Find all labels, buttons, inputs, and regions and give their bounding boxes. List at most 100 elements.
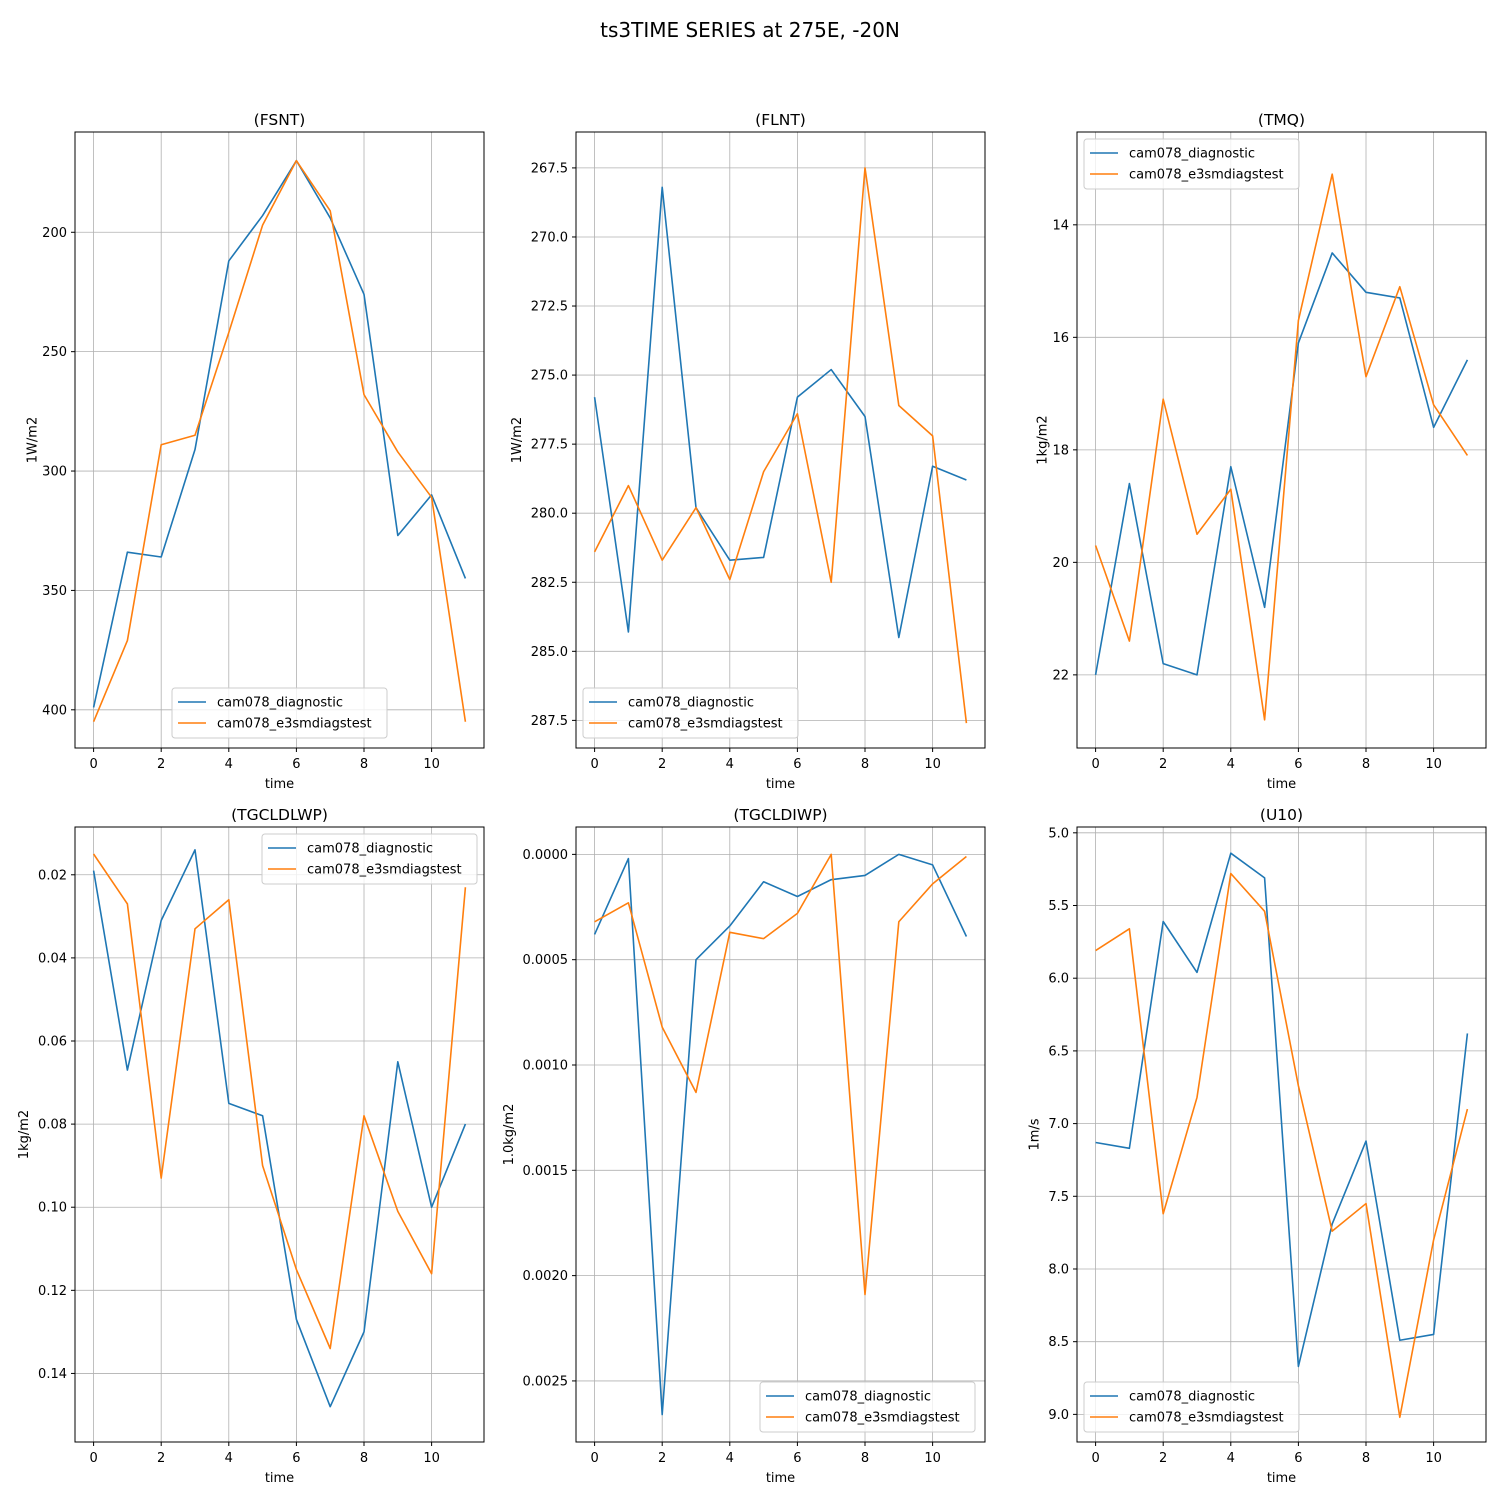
legend-box [582,687,799,739]
panel-2: 0 2 4 6 8 10 14 16 18 20 22 (TMQ) time 1kg/m2 cam078_d… [1036,111,1487,792]
legend-box [1083,138,1300,190]
axes-frame [575,131,986,749]
x-axis-label: time [766,777,795,792]
y-tick-label: 0.02 [38,868,67,883]
legend-label: cam078_diagnostic [628,696,754,711]
x-tick-label: 4 [225,757,233,772]
series-line-cam078_e3smdiagstest [1094,173,1469,721]
legend-box [759,1381,976,1433]
y-tick-label: 0.0010 [523,1058,569,1073]
y-tick-label: 0.0000 [523,848,569,863]
panel-0: 0 2 4 6 8 10 200 250 300 350 400 (FSNT) time 1W/m2 cam… [25,111,485,792]
y-tick-label: 350 [42,584,67,599]
x-tick-label: 8 [1362,757,1370,772]
legend-label: cam078_diagnostic [1129,1390,1255,1405]
legend: cam078_diagnostic cam078_e3smdiagstest [759,1381,976,1433]
series-line-cam078_diagnostic [1094,252,1469,676]
y-tick-label: 0.04 [38,951,67,966]
panel-3: 0 2 4 6 8 10 0.02 0.04 0.06 0.08 0.10 0.12 0.14 (TGCL… [17,806,485,1486]
y-tick-label: 0.08 [38,1118,67,1133]
y-tick-label: 300 [42,465,67,480]
panels: 0 2 4 6 8 10200250300350400(FSNT)time1W/m2cam… [17,111,1487,1486]
legend-label: cam078_diagnostic [805,1390,931,1405]
panel-title: (FSNT) [254,111,306,129]
figure-suptitle: ts3TIME SERIES at 275E, -20N [600,18,900,42]
legend-label: cam078_e3smdiagstest [217,717,372,732]
series-line-cam078_e3smdiagstest [594,853,967,1296]
x-axis-label: time [766,1471,795,1486]
x-tick-label: 4 [726,757,734,772]
y-tick-label: 20 [1052,556,1069,571]
y-tick-label: 7.0 [1048,1117,1069,1132]
y-tick-label: 280.0 [531,507,568,522]
y-tick-label: 6.5 [1048,1044,1069,1059]
x-tick-label: 4 [1227,1451,1235,1466]
legend: cam078_diagnostic cam078_e3smdiagstest [1083,1381,1300,1433]
axes-frame [74,131,485,749]
series-line-cam078_e3smdiagstest [593,167,968,724]
x-tick-label: 2 [157,757,165,772]
x-tick-label: 8 [1362,1451,1370,1466]
legend-box [171,687,388,739]
y-tick-label: 14 [1052,218,1069,233]
legend-label: cam078_diagnostic [217,696,343,711]
series-line-cam078_diagnostic [1095,852,1469,1368]
panel-1: 0 2 4 6 8 10 267.5 270.0 272.5 275.0 277.5 280.0 282… [510,111,986,792]
legend-box [261,833,478,885]
y-tick-label: 0.12 [38,1284,67,1299]
legend-box [1083,1381,1300,1433]
x-tick-label: 10 [423,1451,440,1466]
y-tick-label: 22 [1052,668,1069,683]
x-tick-label: 2 [658,1451,666,1466]
legend: cam078_diagnostic cam078_e3smdiagstest [261,833,478,885]
series-line-cam078_diagnostic [92,159,467,708]
axes-frame [1076,826,1487,1443]
x-tick-label: 4 [225,1451,233,1466]
y-tick-label: 9.0 [1048,1408,1069,1423]
x-tick-label: 0 [590,757,598,772]
x-axis-label: time [265,777,294,792]
x-axis-label: time [265,1471,294,1486]
x-tick-label: 8 [360,1451,368,1466]
x-tick-label: 8 [861,1451,869,1466]
panel-title: (TGCLDLWP) [231,806,328,824]
x-tick-label: 6 [1294,757,1302,772]
y-tick-label: 282.5 [531,576,568,591]
y-tick-label: 250 [42,345,67,360]
y-axis-label: 1kg/m2 [17,1110,32,1159]
x-tick-label: 0 [1091,1451,1099,1466]
y-tick-label: 275.0 [531,369,568,384]
axes-frame [74,826,485,1443]
x-axis-label: time [1267,1471,1296,1486]
y-tick-label: 200 [42,226,67,241]
x-tick-label: 8 [360,757,368,772]
x-tick-label: 2 [658,757,666,772]
panel-4: 0 2 4 6 8 10 0.0000 0.0005 0.0010 0.0015 0.0020 0.0… [502,806,986,1486]
legend-label: cam078_e3smdiagstest [307,863,462,878]
legend: cam078_diagnostic cam078_e3smdiagstest [1083,138,1300,190]
y-axis-label: 1m/s [1027,1118,1042,1150]
axes-frame [1076,131,1487,749]
y-tick-label: 7.5 [1048,1190,1069,1205]
y-tick-label: 277.5 [531,438,568,453]
legend-label: cam078_e3smdiagstest [628,717,783,732]
x-tick-label: 6 [793,757,801,772]
panel-5: 0 2 4 6 8 10 5.0 5.5 6.0 6.5 7.0 7.5 8.0 8.5 9.0 (U10) t… [1027,806,1487,1486]
legend: cam078_diagnostic cam078_e3smdiagstest [582,687,799,739]
x-tick-label: 6 [292,757,300,772]
x-tick-label: 6 [1294,1451,1302,1466]
x-tick-label: 2 [1159,1451,1167,1466]
panel-title: (FLNT) [755,111,806,129]
series-line-cam078_e3smdiagstest [92,159,467,723]
x-tick-label: 2 [157,1451,165,1466]
x-tick-label: 0 [89,757,97,772]
legend-label: cam078_diagnostic [1129,147,1255,162]
y-tick-label: 18 [1052,443,1069,458]
y-tick-label: 6.0 [1048,972,1069,987]
x-tick-label: 0 [590,1451,598,1466]
y-axis-label: 1.0kg/m2 [502,1104,517,1166]
series-line-cam078_diagnostic [593,853,968,1416]
y-tick-label: 8.5 [1048,1335,1069,1350]
x-tick-label: 6 [793,1451,801,1466]
